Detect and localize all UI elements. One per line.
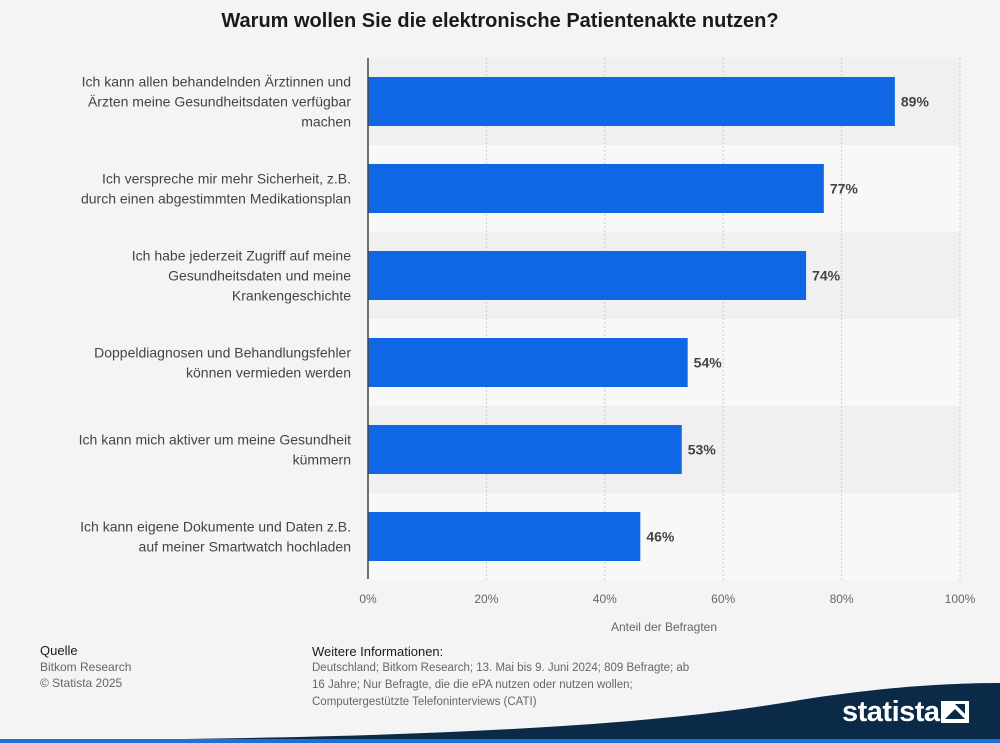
row-bands	[368, 58, 960, 580]
bars: 89% 77% 74% 54% 53% 46%	[368, 77, 929, 561]
bar	[368, 338, 688, 387]
info-line: Computergestützte Telefoninterviews (CAT…	[312, 696, 537, 708]
bar-chart: 89% 77% 74% 54% 53% 46% Ich kann allen behand…	[79, 58, 976, 634]
x-tick-label: 40%	[593, 592, 617, 606]
bar-value-label: 74%	[812, 268, 841, 284]
x-tick-labels: 0% 20% 40% 60% 80% 100%	[359, 592, 975, 606]
bar	[368, 425, 682, 474]
info-block: Weitere Informationen: Deutschland; Bitk…	[312, 643, 732, 711]
x-tick-label: 100%	[945, 592, 976, 606]
x-tick-label: 60%	[711, 592, 735, 606]
chart-title: Warum wollen Sie die elektronische Patie…	[221, 10, 779, 32]
category-label: Ich kann allen behandelnden Ärztinnen un…	[82, 74, 352, 130]
bar-value-label: 53%	[688, 442, 717, 458]
source-block: Quelle Bitkom Research © Statista 2025	[40, 643, 131, 691]
category-label: Ich kann mich aktiver um meine Gesundhei…	[79, 432, 351, 468]
bar-value-label: 89%	[901, 94, 930, 110]
x-tick-label: 20%	[474, 592, 498, 606]
source-line: Bitkom Research	[40, 660, 132, 674]
statista-logo-text[interactable]: statista	[842, 696, 940, 728]
info-heading: Weitere Informationen:	[312, 644, 444, 659]
grid-lines	[485, 58, 961, 580]
bar	[368, 251, 807, 300]
copyright-line: © Statista 2025	[40, 676, 123, 690]
category-label: Ich kann eigene Dokumente und Daten z.B.…	[80, 519, 351, 555]
source-heading: Quelle	[40, 643, 78, 658]
x-axis-title: Anteil der Befragten	[611, 620, 717, 634]
category-label: Ich habe jederzeit Zugriff auf meine Gesu…	[132, 248, 351, 304]
bar-value-label: 46%	[646, 529, 675, 545]
bar-value-label: 77%	[830, 181, 859, 197]
x-tick-label: 0%	[359, 592, 377, 606]
info-line: Deutschland; Bitkom Research; 13. Mai bi…	[312, 662, 690, 674]
bar	[368, 77, 895, 126]
statista-logo-icon[interactable]	[941, 701, 969, 723]
bar	[368, 164, 824, 213]
category-label: Ich verspreche mir mehr Sicherheit, z.B.…	[81, 171, 351, 207]
bar-value-label: 54%	[694, 355, 723, 371]
info-line: 16 Jahre; Nur Befragte, die die ePA nutz…	[312, 679, 633, 691]
x-tick-label: 80%	[830, 592, 854, 606]
category-labels: Ich kann allen behandelnden Ärztinnen un…	[79, 74, 352, 555]
brand-band	[0, 683, 1000, 743]
bar	[368, 512, 641, 561]
category-label: Doppeldiagnosen und Behandlungsfehler kön…	[94, 345, 351, 381]
